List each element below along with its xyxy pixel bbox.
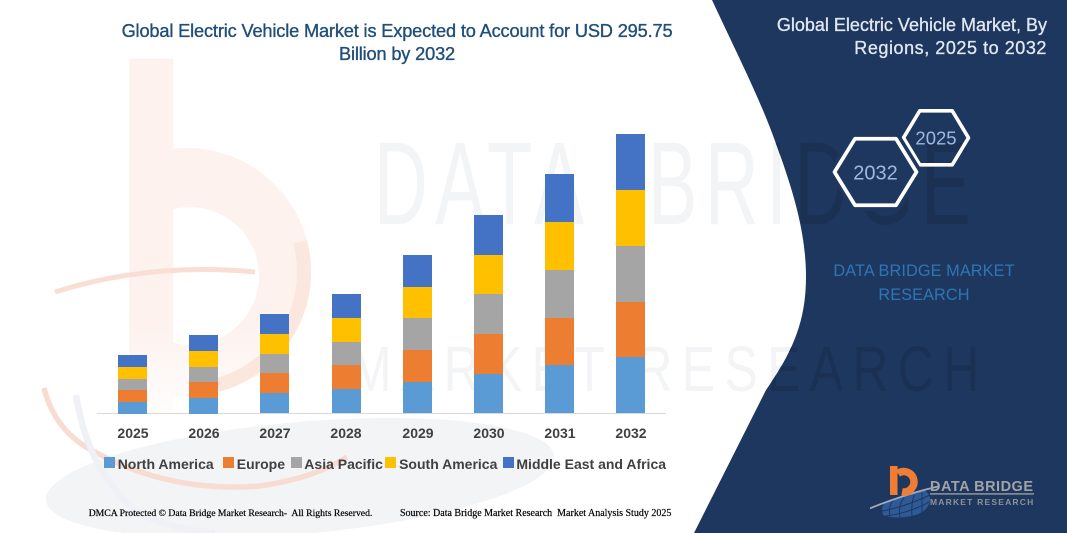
svg-text:2032: 2032 <box>853 163 898 185</box>
svg-text:DATA BRIDGE: DATA BRIDGE <box>930 479 1034 495</box>
svg-text:2025: 2025 <box>915 128 956 149</box>
svg-text:MARKET RESEARCH: MARKET RESEARCH <box>930 497 1034 507</box>
